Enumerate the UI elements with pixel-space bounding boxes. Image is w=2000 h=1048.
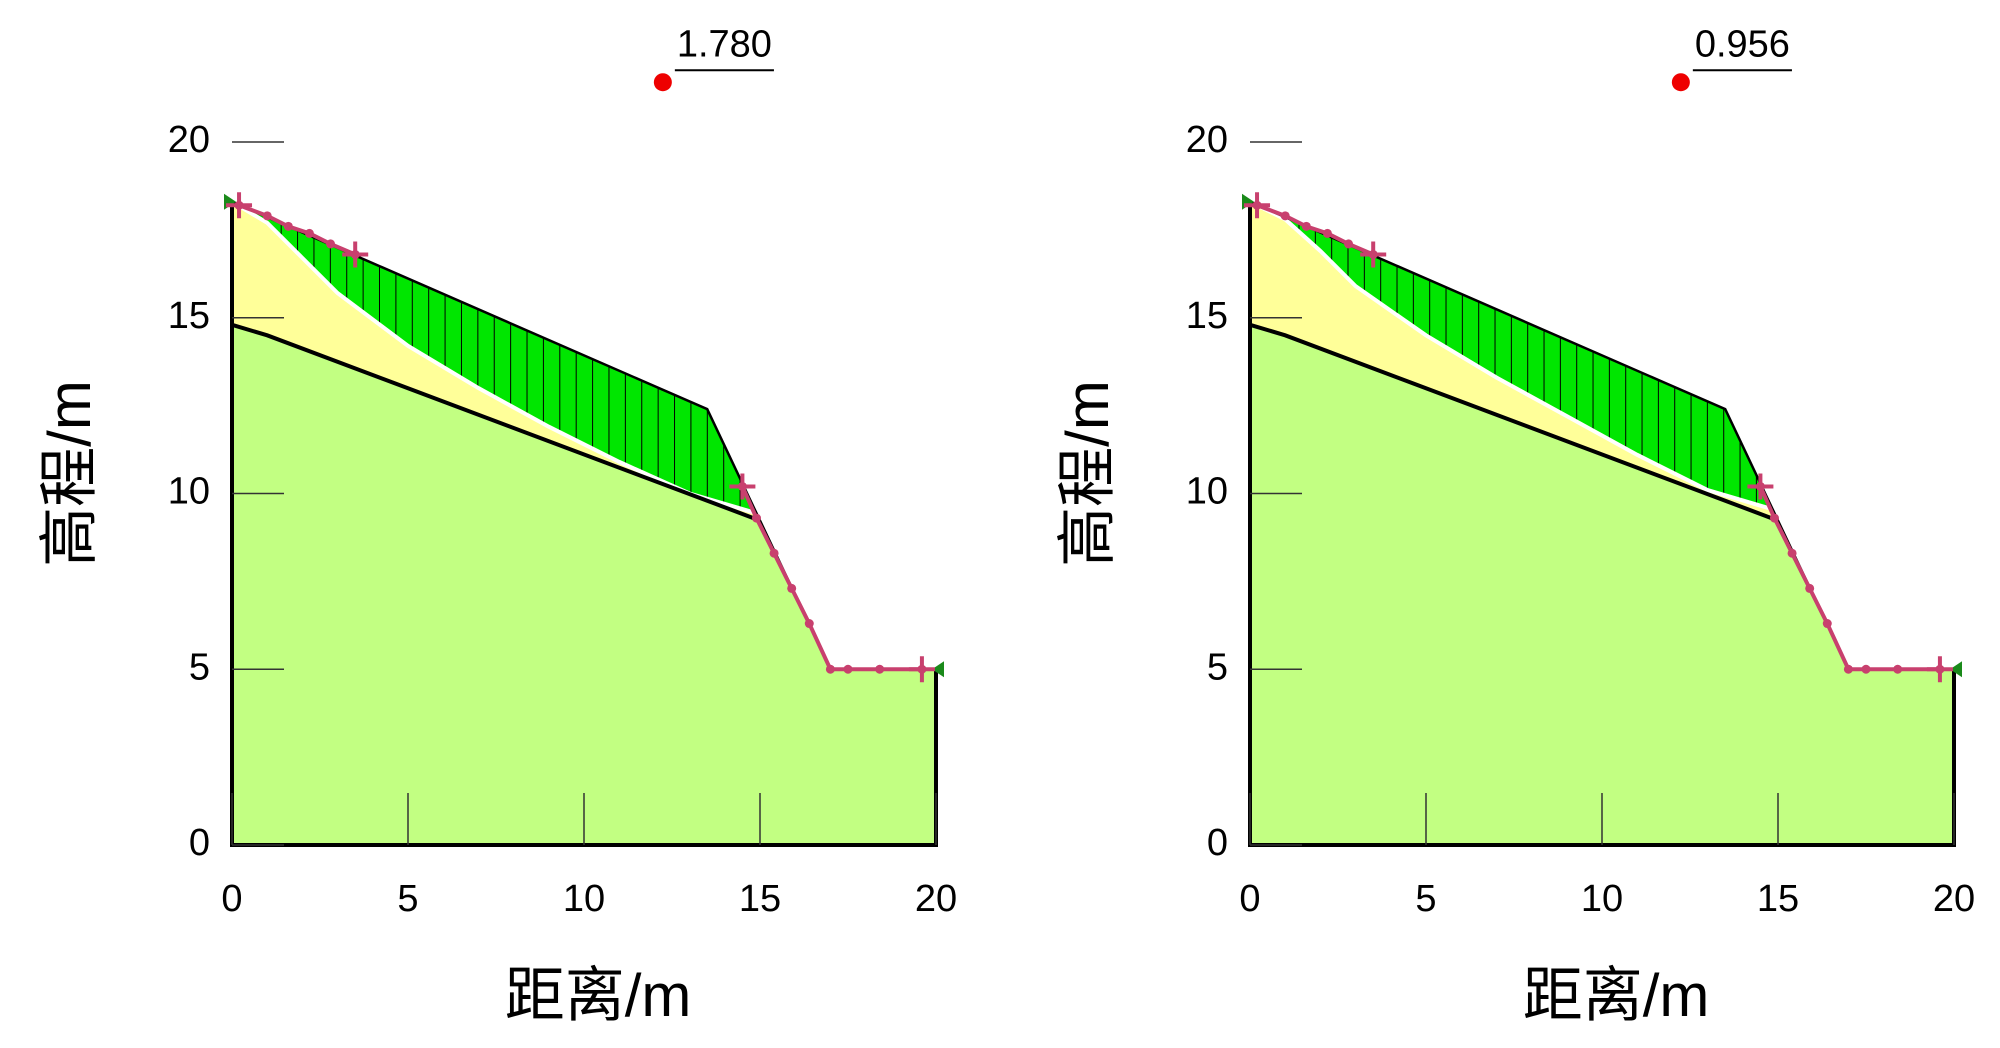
factor-of-safety: 1.780 — [677, 23, 772, 65]
search-point — [1344, 239, 1354, 249]
search-point — [1769, 513, 1779, 523]
search-point — [304, 228, 314, 238]
x-tick-label: 0 — [221, 878, 242, 920]
search-point — [1787, 548, 1797, 558]
search-point — [804, 619, 814, 629]
search-point — [875, 664, 885, 674]
layer-boundary — [231, 322, 761, 523]
x-axis-title: 距离/m — [1523, 962, 1710, 1029]
factor-of-safety: 0.956 — [1695, 23, 1790, 65]
y-tick-label: 10 — [1186, 471, 1228, 513]
panel: 0 5 10 15 20 0 5 10 15 20 1.780 距离/m 高程/m — [36, 23, 957, 1029]
search-point — [751, 513, 761, 523]
x-tick-label: 15 — [739, 878, 781, 920]
slip-center — [653, 73, 672, 92]
search-point — [1252, 200, 1262, 210]
search-point — [283, 221, 293, 231]
panel: 0 5 10 15 20 0 5 10 15 20 0.956 距离/m 高程/m — [1054, 23, 1975, 1029]
y-axis-title: 高程/m — [36, 380, 103, 567]
slip-center — [1671, 73, 1690, 92]
x-tick-label: 20 — [915, 878, 957, 920]
search-point — [737, 481, 747, 491]
search-point — [1280, 211, 1290, 221]
layer-boundary — [1249, 322, 1779, 523]
search-point — [326, 239, 336, 249]
y-tick-label: 10 — [168, 471, 210, 513]
y-tick-label: 15 — [1186, 295, 1228, 337]
x-tick-label: 5 — [397, 878, 418, 920]
boundary-marker — [1950, 661, 1962, 678]
search-point — [1322, 228, 1332, 238]
x-axis-title: 距离/m — [505, 962, 692, 1029]
y-tick-label: 0 — [189, 822, 210, 864]
search-point — [1861, 664, 1871, 674]
search-point — [1368, 249, 1378, 259]
y-tick-label: 20 — [168, 119, 210, 161]
x-tick-label: 0 — [1239, 878, 1260, 920]
y-axis-title: 高程/m — [1054, 380, 1121, 567]
y-tick-label: 20 — [1186, 119, 1228, 161]
search-point — [787, 583, 797, 593]
x-tick-label: 10 — [563, 878, 605, 920]
y-tick-label: 5 — [189, 646, 210, 688]
search-point — [1805, 583, 1815, 593]
x-tick-label: 20 — [1933, 878, 1975, 920]
search-point — [1893, 664, 1903, 674]
search-point — [1935, 664, 1945, 674]
search-point — [1843, 664, 1853, 674]
y-tick-label: 5 — [1207, 646, 1228, 688]
x-tick-label: 15 — [1757, 878, 1799, 920]
search-point — [1755, 481, 1765, 491]
search-point — [769, 548, 779, 558]
search-point — [262, 211, 272, 221]
boundary-marker — [932, 661, 944, 678]
y-tick-label: 15 — [168, 295, 210, 337]
search-point — [1822, 619, 1832, 629]
slip-surface — [230, 200, 758, 516]
slip-surface — [1249, 199, 1774, 512]
y-tick-label: 0 — [1207, 822, 1228, 864]
search-point — [350, 249, 360, 259]
search-point — [843, 664, 853, 674]
x-tick-label: 10 — [1581, 878, 1623, 920]
search-point — [1301, 221, 1311, 231]
search-point — [917, 664, 927, 674]
search-point — [234, 200, 244, 210]
search-point — [825, 664, 835, 674]
x-tick-label: 5 — [1415, 878, 1436, 920]
